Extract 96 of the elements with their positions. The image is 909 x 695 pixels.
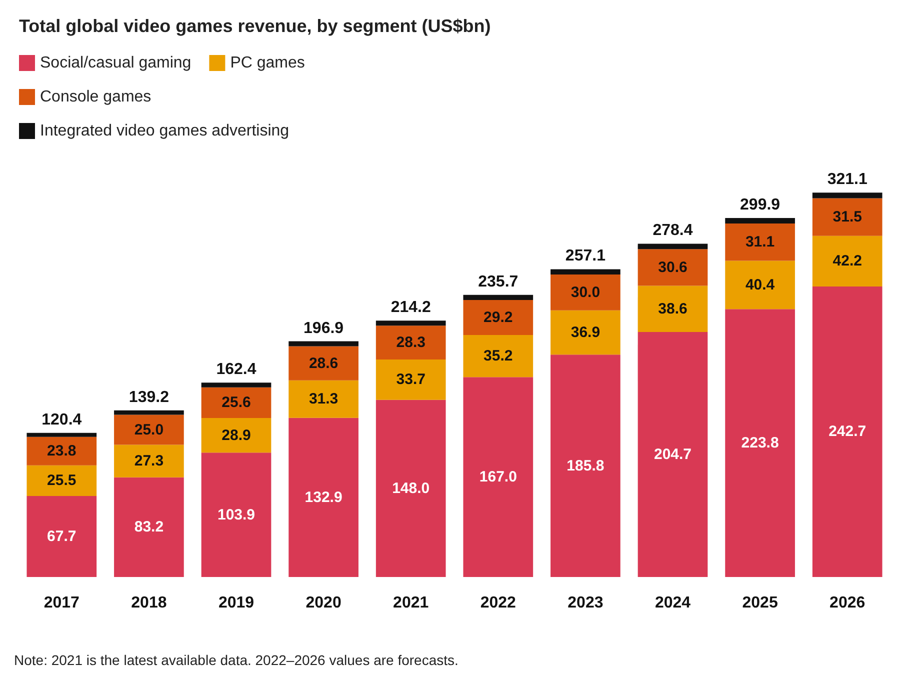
data-label: 25.6 xyxy=(222,394,251,412)
bar xyxy=(288,418,358,577)
bar xyxy=(812,198,882,236)
bar xyxy=(376,400,446,577)
total-label: 235.7 xyxy=(478,273,518,290)
total-label: 321.1 xyxy=(827,171,868,188)
bar xyxy=(550,354,620,577)
legend-label: Console games xyxy=(40,88,152,106)
bar xyxy=(812,286,882,577)
bar xyxy=(638,286,708,332)
bar xyxy=(114,410,184,415)
data-label: 27.3 xyxy=(134,452,164,470)
total-label: 299.9 xyxy=(740,196,780,214)
data-label: 28.6 xyxy=(308,354,338,372)
data-label: 30.0 xyxy=(570,284,600,301)
data-label: 185.8 xyxy=(566,457,604,474)
data-label: 40.4 xyxy=(745,276,776,294)
x-tick-label: 2021 xyxy=(393,594,429,612)
bar xyxy=(812,236,882,286)
bar xyxy=(550,269,620,274)
data-label: 103.9 xyxy=(217,506,256,524)
legend-label: Integrated video games advertising xyxy=(40,122,290,140)
x-tick-label: 2022 xyxy=(480,594,516,612)
bar xyxy=(638,244,708,250)
data-label: 167.0 xyxy=(479,468,517,486)
bar xyxy=(376,320,446,326)
bar xyxy=(463,300,534,335)
bar xyxy=(201,382,272,388)
data-label: 28.3 xyxy=(396,334,426,352)
data-label: 38.6 xyxy=(658,300,688,318)
bar xyxy=(26,436,97,466)
data-label: 28.9 xyxy=(222,426,251,444)
x-tick-label: 2020 xyxy=(306,594,342,612)
data-label: 29.2 xyxy=(484,308,513,326)
bar xyxy=(376,326,446,360)
data-label: 31.1 xyxy=(745,234,775,251)
bar xyxy=(725,260,795,310)
bar xyxy=(201,387,272,418)
bar xyxy=(201,452,272,577)
data-label: 31.3 xyxy=(308,390,338,408)
bar xyxy=(26,432,97,437)
data-label: 83.2 xyxy=(134,518,164,536)
legend-label: PC games xyxy=(230,54,305,72)
data-label: 204.7 xyxy=(654,446,692,463)
data-label: 242.7 xyxy=(828,423,866,440)
bar xyxy=(812,192,882,198)
bar xyxy=(114,414,184,445)
bar xyxy=(550,274,620,310)
data-label: 23.8 xyxy=(47,442,76,460)
data-label: 25.5 xyxy=(47,472,76,490)
bar xyxy=(725,309,795,577)
bar xyxy=(26,465,97,496)
bar xyxy=(725,218,795,224)
total-label: 120.4 xyxy=(42,411,82,428)
bar xyxy=(288,346,358,380)
data-label: 223.8 xyxy=(741,434,779,452)
bar xyxy=(201,418,272,453)
data-label: 35.2 xyxy=(484,348,513,365)
data-label: 31.5 xyxy=(832,208,862,226)
total-label: 214.2 xyxy=(390,299,431,316)
x-tick-label: 2023 xyxy=(568,594,604,612)
bar xyxy=(288,341,358,346)
total-label: 162.4 xyxy=(216,361,256,378)
x-tick-label: 2026 xyxy=(830,594,866,612)
x-tick-label: 2025 xyxy=(742,594,778,612)
x-tick-label: 2024 xyxy=(654,594,691,612)
legend-label: Social/casual gaming xyxy=(40,54,192,72)
total-label: 278.4 xyxy=(652,222,693,240)
x-tick-label: 2018 xyxy=(131,594,167,612)
data-label: 36.9 xyxy=(570,324,600,341)
bar xyxy=(288,380,358,418)
data-label: 25.0 xyxy=(134,421,164,438)
bar xyxy=(114,477,184,577)
total-label: 139.2 xyxy=(128,388,170,406)
bar xyxy=(114,444,184,478)
data-label: 33.7 xyxy=(396,371,426,388)
data-label: 132.9 xyxy=(304,488,342,506)
data-label: 42.2 xyxy=(832,252,862,270)
bar xyxy=(550,310,620,355)
data-label: 148.0 xyxy=(392,480,430,497)
bar xyxy=(26,496,97,577)
bar xyxy=(463,334,534,378)
chart-title: Total global video games revenue, by segment (US$bn) xyxy=(19,16,491,36)
total-label: 257.1 xyxy=(565,248,606,265)
data-label: 67.7 xyxy=(47,528,76,545)
bar xyxy=(638,249,708,286)
bar xyxy=(725,223,795,261)
bar xyxy=(463,294,534,300)
bar xyxy=(463,377,534,577)
data-label: 30.6 xyxy=(658,258,688,276)
total-label: 196.9 xyxy=(304,320,344,337)
bar xyxy=(638,332,708,577)
x-tick-label: 2017 xyxy=(44,594,80,612)
text: Note: 2021 is the latest available data. 2022–2026 values are forecasts. xyxy=(14,652,458,668)
x-tick-label: 2019 xyxy=(218,594,254,612)
bar xyxy=(376,359,446,400)
